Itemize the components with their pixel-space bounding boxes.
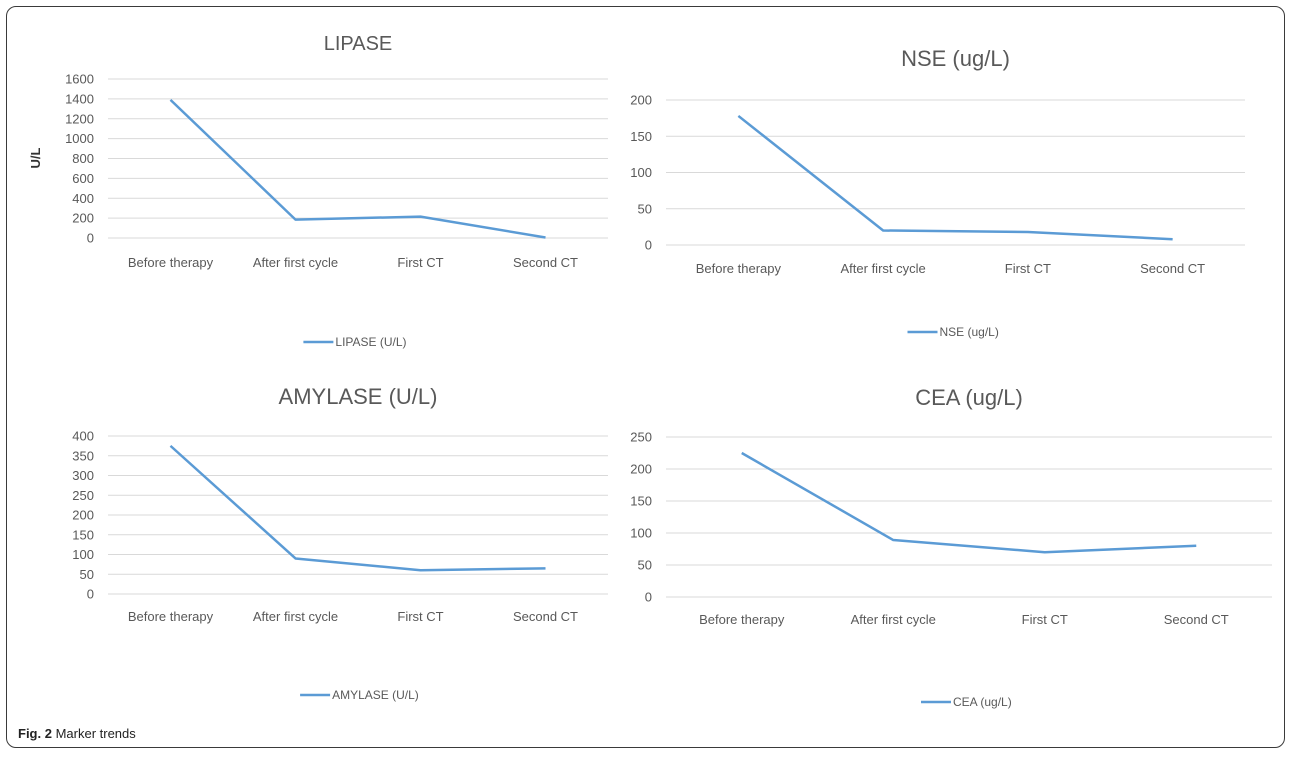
legend-label: AMYLASE (U/L): [332, 688, 419, 702]
y-tick-label: 100: [630, 526, 652, 541]
x-category-label: After first cycle: [253, 609, 338, 624]
figure-label: Fig. 2: [18, 726, 52, 741]
x-category-label: First CT: [397, 609, 443, 624]
x-category-label: Second CT: [513, 255, 578, 270]
chart-amylase: AMYLASE (U/L) 0 50 100 150 200 250 300 350 400 Bef…: [0, 365, 640, 702]
y-tick-label: 600: [72, 171, 94, 186]
legend-label: LIPASE (U/L): [335, 335, 406, 349]
x-category-label: Second CT: [1140, 261, 1205, 276]
chart-svg: NSE (ug/L) 0 50 100 150 200 Before therapy Afte…: [630, 46, 1245, 339]
x-category-label: After first cycle: [253, 255, 338, 270]
y-tick-label: 0: [645, 590, 652, 605]
y-axis-label: U/L: [28, 147, 43, 168]
chart-title: AMYLASE (U/L): [279, 384, 438, 409]
chart-cea: CEA (ug/L) 0 50 100 150 200 250 Before therapy A…: [630, 365, 1293, 709]
x-category-label: Second CT: [513, 609, 578, 624]
chart-svg: LIPASE 0 200 400 600 800 1000 1200 1400 1600 Befor…: [28, 33, 608, 349]
x-category-label: Before therapy: [699, 612, 785, 627]
y-tick-label: 400: [72, 191, 94, 206]
series-line: [741, 451, 1197, 554]
y-tick-label: 200: [630, 93, 652, 108]
chart-nse: NSE (ug/L) 0 50 100 150 200 Before therapy Afte…: [630, 0, 1293, 365]
legend-label: NSE (ug/L): [940, 325, 999, 339]
y-tick-label: 400: [72, 429, 94, 444]
x-category-label: After first cycle: [841, 261, 926, 276]
y-tick-label: 200: [72, 211, 94, 226]
figure-text: Marker trends: [55, 726, 136, 741]
y-tick-label: 100: [630, 165, 652, 180]
figure-frame: [6, 6, 1285, 748]
y-tick-label: 0: [87, 587, 94, 602]
series-line: [169, 444, 546, 572]
y-tick-label: 800: [72, 151, 94, 166]
x-category-label: First CT: [397, 255, 443, 270]
x-category-label: First CT: [1022, 612, 1068, 627]
x-category-label: Second CT: [1164, 612, 1229, 627]
y-tick-label: 250: [630, 430, 652, 445]
y-tick-label: 200: [72, 508, 94, 523]
y-tick-label: 350: [72, 448, 94, 463]
chart-title: LIPASE: [324, 33, 393, 55]
x-category-label: First CT: [1005, 261, 1051, 276]
y-tick-label: 1200: [65, 111, 94, 126]
figure-caption: Fig. 2 Marker trends: [18, 726, 136, 741]
chart-svg: AMYLASE (U/L) 0 50 100 150 200 250 300 350 400 Bef…: [72, 384, 608, 702]
y-tick-label: 1400: [65, 91, 94, 106]
chart-svg: CEA (ug/L) 0 50 100 150 200 250 Before therapy A…: [630, 385, 1272, 709]
x-category-label: Before therapy: [696, 261, 782, 276]
chart-title: NSE (ug/L): [901, 46, 1010, 71]
y-tick-label: 200: [630, 462, 652, 477]
y-tick-label: 50: [80, 567, 94, 582]
y-tick-label: 1600: [65, 72, 94, 87]
y-tick-label: 50: [638, 201, 652, 216]
x-category-label: Before therapy: [128, 255, 214, 270]
chart-lipase: LIPASE 0 200 400 600 800 1000 1200 1400 1600 Befor…: [0, 0, 640, 365]
y-tick-label: 100: [72, 547, 94, 562]
y-tick-label: 50: [638, 558, 652, 573]
x-category-label: Before therapy: [128, 609, 214, 624]
y-tick-label: 1000: [65, 131, 94, 146]
y-tick-label: 0: [87, 231, 94, 246]
y-tick-label: 300: [72, 468, 94, 483]
chart-title: CEA (ug/L): [915, 385, 1023, 410]
y-tick-label: 250: [72, 488, 94, 503]
x-category-label: After first cycle: [851, 612, 936, 627]
y-tick-label: 150: [72, 527, 94, 542]
y-tick-label: 0: [645, 238, 652, 253]
series-line: [169, 98, 546, 239]
series-line: [737, 114, 1173, 241]
y-tick-label: 150: [630, 129, 652, 144]
legend-label: CEA (ug/L): [953, 695, 1012, 709]
y-tick-label: 150: [630, 494, 652, 509]
